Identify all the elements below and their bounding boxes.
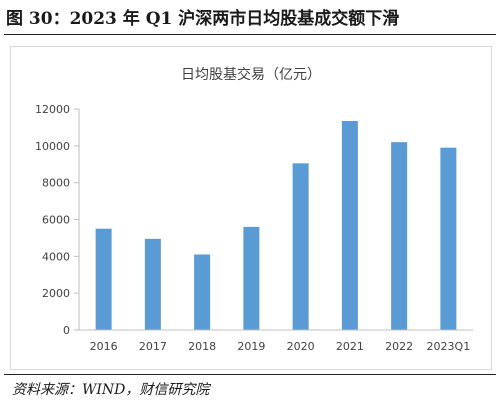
y-tick-label: 4000 [42, 250, 70, 263]
figure-title: 图 30：2023 年 Q1 沪深两市日均股基成交额下滑 [6, 9, 400, 29]
y-tick-label: 10000 [35, 140, 70, 153]
bars [95, 120, 457, 331]
x-tick-label: 2020 [287, 340, 315, 353]
x-tick-label: 2017 [139, 340, 167, 353]
bar-2020 [292, 163, 309, 330]
bar-2023Q1 [440, 147, 457, 330]
bar-2018 [194, 254, 211, 330]
x-tick-label: 2023Q1 [427, 340, 471, 353]
bar-2017 [144, 238, 161, 330]
y-axis: 0 2000 4000 6000 8000 10000 12000 [35, 103, 80, 337]
bar-2021 [341, 120, 358, 331]
title-rule [4, 34, 496, 35]
x-tick-label: 2022 [385, 340, 413, 353]
x-tick-label: 2016 [90, 340, 118, 353]
chart-title: 日均股基交易（亿元） [181, 66, 321, 83]
x-tick-label: 2018 [188, 340, 216, 353]
bar-2022 [391, 142, 408, 330]
bar-chart: 日均股基交易（亿元） 0 2000 4000 6000 8000 10000 12000 2… [35, 66, 473, 353]
x-tick-label: 2021 [336, 340, 364, 353]
y-tick-label: 0 [63, 324, 70, 337]
bar-2016 [95, 228, 112, 330]
x-tick-label: 2019 [237, 340, 265, 353]
y-tick-label: 8000 [42, 177, 70, 190]
x-axis: 2016 2017 2018 2019 2020 2021 2022 2023Q1 [79, 329, 473, 353]
chart-container: 日均股基交易（亿元） 0 2000 4000 6000 8000 10000 12000 2… [10, 46, 492, 370]
y-tick-label: 2000 [42, 287, 70, 300]
source-rule [4, 374, 496, 375]
bar-2019 [243, 226, 260, 330]
source-note: 资料来源：WIND，财信研究院 [12, 382, 210, 398]
y-tick-label: 12000 [35, 103, 70, 116]
y-tick-label: 6000 [42, 214, 70, 227]
